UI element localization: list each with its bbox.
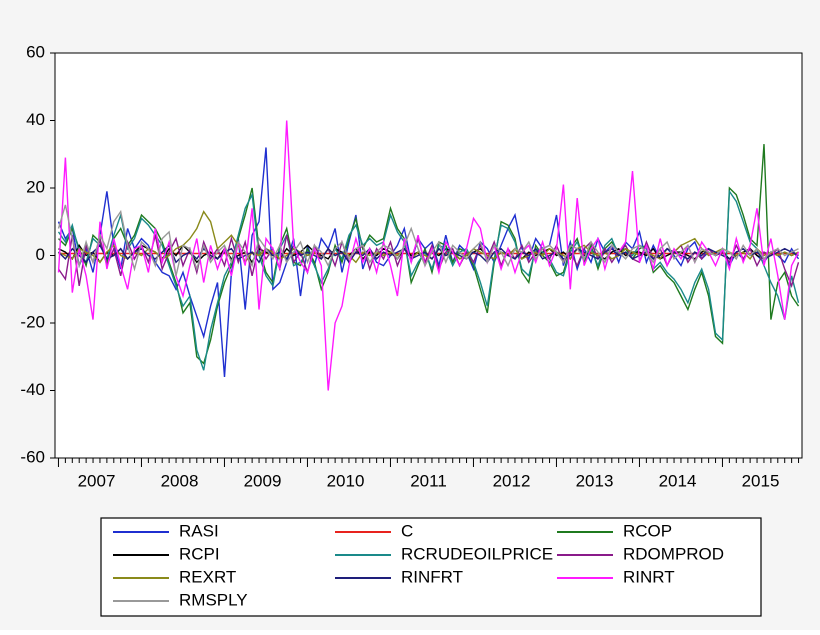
series-line — [57, 120, 800, 391]
legend-label: C — [401, 521, 413, 540]
x-tick-label: 2007 — [78, 471, 116, 490]
y-tick-label: 0 — [36, 245, 45, 264]
legend-label: RINRT — [623, 567, 675, 586]
series-line — [57, 189, 800, 371]
legend-label: REXRT — [179, 567, 236, 586]
x-tick-label: 2010 — [327, 471, 365, 490]
y-tick-label: -60 — [20, 447, 45, 466]
legend-label: RASI — [179, 521, 219, 540]
x-tick-label: 2011 — [410, 471, 447, 490]
legend-box — [100, 517, 762, 617]
x-tick-label: 2013 — [576, 471, 614, 490]
x-tick-label: 2014 — [659, 471, 697, 490]
legend-label: RCPI — [179, 544, 220, 563]
x-tick-label: 2012 — [493, 471, 531, 490]
y-tick-label: 60 — [26, 42, 45, 61]
x-tick-label: 2015 — [742, 471, 780, 490]
legend-label: RINFRT — [401, 567, 463, 586]
x-tick-label: 2009 — [244, 471, 282, 490]
y-tick-label: 20 — [26, 177, 45, 196]
y-tick-label: -40 — [20, 380, 45, 399]
legend-label: RCRUDEOILPRICE — [401, 544, 553, 563]
y-tick-label: -20 — [20, 312, 45, 331]
legend-label: RMSPLY — [179, 590, 248, 609]
legend-label: RCOP — [623, 521, 672, 540]
series-line — [57, 204, 799, 276]
x-tick-label: 2008 — [161, 471, 199, 490]
y-tick-label: 40 — [26, 110, 45, 129]
legend-label: RDOMPROD — [623, 544, 724, 563]
